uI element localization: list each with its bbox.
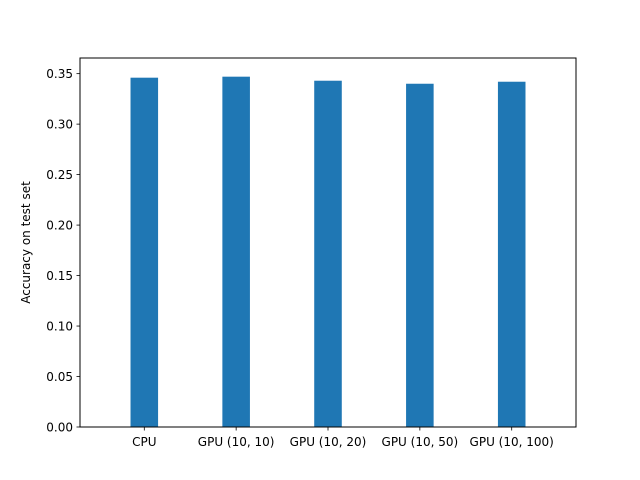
y-tick-label: 0.05: [46, 370, 73, 384]
y-tick-label: 0.00: [46, 420, 73, 434]
bar-2: [314, 80, 342, 427]
x-tick-label: GPU (10, 100): [470, 435, 554, 449]
ticks-layer: CPU GPU (10, 10) GPU (10, 20) GPU (10, 50) G…: [46, 67, 554, 449]
bar-4: [497, 81, 526, 427]
y-tick-label: 0.15: [46, 269, 73, 283]
x-tick-label: GPU (10, 10): [198, 435, 275, 449]
bar-3: [406, 83, 434, 428]
y-tick-label: 0.10: [46, 319, 73, 333]
y-tick-label: 0.30: [46, 117, 73, 131]
y-axis-label: Accuracy on test set: [19, 181, 33, 304]
x-tick-label: GPU (10, 20): [290, 435, 367, 449]
x-tick-label: CPU: [132, 435, 156, 449]
y-tick-label: 0.35: [46, 67, 73, 81]
y-tick-label: 0.20: [46, 218, 73, 232]
plot-frame: [79, 57, 577, 428]
bar-1: [222, 76, 250, 428]
x-tick-label: GPU (10, 50): [382, 435, 459, 449]
bars-layer: [130, 76, 526, 428]
bar-0: [130, 77, 159, 427]
y-tick-label: 0.25: [46, 168, 73, 182]
